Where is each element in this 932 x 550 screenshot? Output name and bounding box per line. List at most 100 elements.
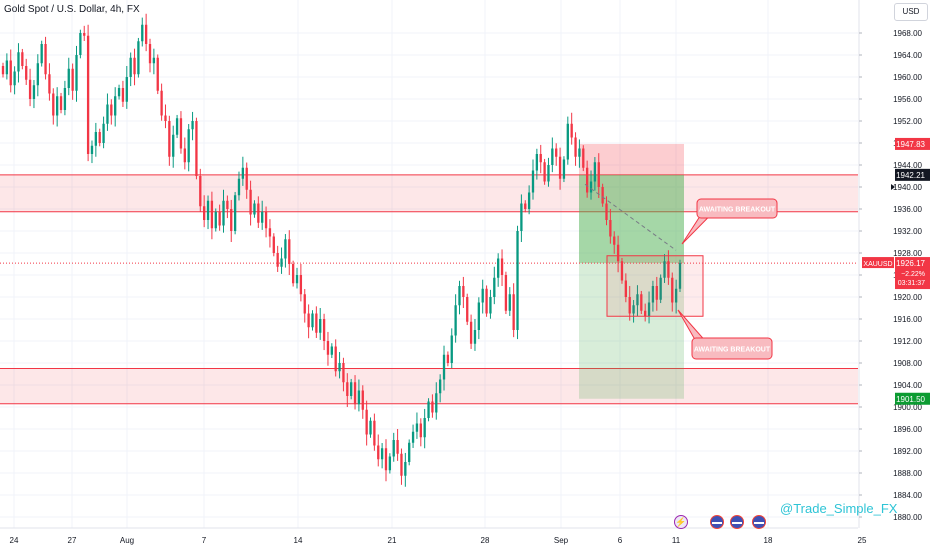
candle-body	[411, 431, 415, 443]
us-flag-event-icon[interactable]	[752, 515, 766, 529]
y-tick-label: 1916.00	[893, 315, 922, 324]
candle-body	[380, 448, 384, 460]
candle-body	[249, 189, 252, 215]
sr-zone	[0, 368, 858, 404]
candle-body	[663, 261, 666, 278]
candle-body	[640, 294, 643, 311]
price-tag-label: 1942.21	[896, 171, 925, 180]
candle-body	[527, 192, 531, 209]
candle-body	[512, 294, 515, 330]
candle-body	[477, 302, 480, 330]
candle-body	[466, 297, 469, 322]
candle-body	[21, 52, 24, 66]
trendline	[584, 183, 677, 251]
candle-body	[94, 132, 98, 146]
candle-body	[210, 200, 214, 229]
candle-body	[129, 57, 132, 77]
candle-body	[44, 44, 47, 75]
x-tick-label: 25	[858, 536, 867, 545]
candle-body	[172, 134, 175, 157]
candle-body	[628, 297, 631, 314]
callout-label: AWAITING BREAKOUT	[694, 347, 771, 354]
candle-body	[272, 236, 275, 253]
candle-body	[25, 66, 28, 80]
candle-body	[307, 313, 310, 328]
y-tick-label: 1880.00	[893, 513, 922, 522]
candle-body	[644, 310, 647, 317]
candle-body	[620, 261, 624, 281]
y-tick-label: 1888.00	[893, 469, 922, 478]
bar-countdown-label: 03:31:37	[898, 280, 925, 287]
candle-body	[164, 115, 167, 121]
x-tick-label: 28	[481, 536, 490, 545]
candle-body	[206, 200, 210, 220]
candle-body	[369, 420, 372, 435]
candle-body	[338, 363, 341, 372]
candle-body	[311, 313, 314, 328]
candle-body	[520, 203, 523, 231]
candle-body	[79, 33, 82, 55]
lightning-icon[interactable]: ⚡	[674, 515, 688, 529]
candle-body	[319, 319, 322, 333]
price-tag	[895, 137, 930, 150]
cursor-price-bg	[895, 181, 930, 193]
candle-body	[125, 77, 128, 102]
candle-body	[400, 453, 403, 476]
candle-body	[543, 162, 546, 182]
x-tick-label: 18	[764, 536, 773, 545]
candle-body	[659, 277, 662, 300]
candle-body	[175, 118, 179, 135]
candle-body	[315, 313, 318, 333]
y-tick-label: 1936.00	[893, 205, 922, 214]
candle-body	[473, 330, 477, 344]
breakout-callout: AWAITING BREAKOUT	[681, 198, 778, 245]
candle-body	[574, 137, 577, 157]
us-flag-event-icon[interactable]	[710, 515, 724, 529]
candle-body	[253, 203, 256, 215]
candle-body	[241, 167, 245, 179]
candle-body	[462, 286, 465, 297]
candle-body	[450, 335, 453, 363]
candle-body	[67, 68, 70, 88]
candle-body	[13, 71, 16, 86]
candle-body	[446, 354, 450, 363]
candle-body	[493, 277, 496, 297]
candle-body	[497, 258, 500, 278]
candle-body	[32, 85, 36, 99]
candle-body	[384, 448, 388, 471]
callout-label: AWAITING BREAKOUT	[699, 207, 776, 214]
candle-body	[454, 305, 457, 336]
y-tick-label: 1964.00	[893, 51, 922, 60]
candle-body	[423, 418, 426, 438]
cursor-price-label: 1940.00	[893, 183, 922, 192]
candle-body	[268, 228, 272, 237]
candle-body	[667, 261, 670, 278]
candle-body	[373, 420, 376, 446]
candle-body	[353, 382, 357, 405]
candle-body	[613, 236, 616, 245]
candle-body	[442, 354, 446, 380]
candle-body	[218, 211, 221, 226]
candle-body	[230, 209, 233, 231]
candle-body	[5, 60, 9, 75]
us-flag-event-icon[interactable]	[730, 515, 744, 529]
candle-body	[350, 382, 353, 396]
candle-body	[261, 211, 264, 223]
breakout-callout: AWAITING BREAKOUT	[677, 309, 773, 360]
currency-button[interactable]: USD	[894, 3, 928, 21]
candle-body	[330, 346, 333, 355]
candle-body	[589, 181, 593, 193]
y-tick-label: 1952.00	[893, 117, 922, 126]
price-cursor-arrow	[891, 184, 895, 190]
y-tick-label: 1892.00	[893, 447, 922, 456]
candle-body	[346, 382, 349, 396]
candle-body	[245, 167, 248, 190]
candle-body	[71, 68, 74, 91]
candle-body	[114, 96, 117, 116]
symbol-tag-label: XAUUSD	[863, 261, 892, 268]
candle-body	[377, 445, 380, 460]
candle-body	[191, 121, 194, 130]
candle-body	[392, 440, 395, 457]
